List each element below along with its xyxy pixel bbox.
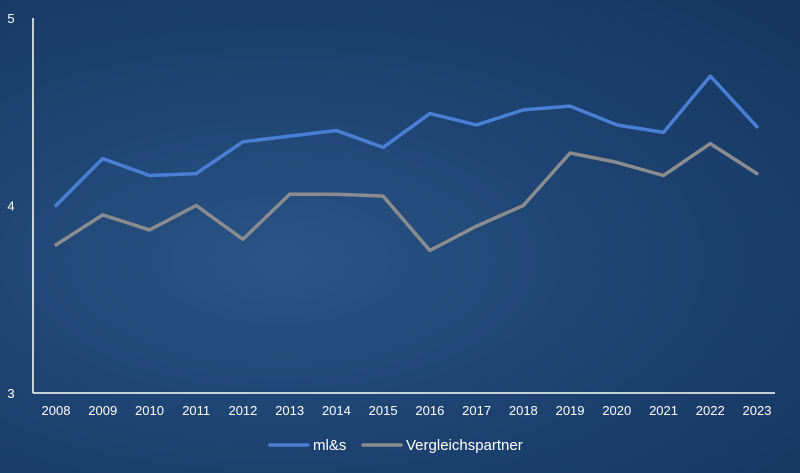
data-point — [568, 151, 572, 155]
x-tick-label: 2010 — [135, 403, 164, 418]
x-tick-label: 2009 — [88, 403, 117, 418]
data-point — [195, 172, 198, 175]
series-line — [54, 141, 759, 253]
x-tick-label: 2023 — [743, 403, 772, 418]
y-tick-label: 3 — [7, 386, 14, 401]
x-tick-label: 2018 — [509, 403, 538, 418]
data-point — [101, 213, 104, 217]
y-tick-label: 4 — [7, 199, 14, 214]
x-tick-label: 2013 — [275, 403, 304, 418]
data-point — [755, 125, 759, 128]
x-tick-label: 2021 — [649, 403, 678, 418]
y-tick-label: 5 — [7, 11, 14, 26]
x-tick-label: 2022 — [696, 403, 725, 418]
data-point — [335, 193, 338, 196]
data-point — [615, 161, 618, 164]
data-point — [335, 129, 338, 132]
data-point — [755, 172, 759, 175]
data-point — [148, 228, 151, 232]
legend-label: Vergleichspartner — [406, 437, 523, 454]
series-line — [54, 74, 759, 208]
data-point — [54, 243, 58, 247]
data-point — [241, 238, 245, 241]
y-axis: 3 4 5 — [7, 11, 34, 401]
data-point — [148, 174, 151, 177]
data-point — [709, 74, 712, 78]
x-tick-label: 2014 — [322, 403, 351, 418]
data-point — [662, 131, 665, 134]
data-point — [381, 194, 385, 198]
x-tick-label: 2020 — [602, 403, 631, 418]
data-point — [428, 112, 432, 115]
data-point — [428, 249, 432, 252]
data-point — [475, 123, 478, 127]
data-point — [568, 104, 572, 108]
data-point — [288, 134, 291, 138]
legend-item: Vergleichspartner — [361, 437, 523, 454]
data-point — [195, 204, 198, 207]
x-tick-label: 2012 — [228, 403, 257, 418]
data-point — [522, 204, 525, 207]
data-point — [101, 157, 104, 160]
x-axis: 2008 2009 2010 2011 2012 2013 2014 2015 2016 2017… — [33, 392, 775, 418]
x-tick-label: 2017 — [462, 403, 491, 418]
legend-item: ml&s — [268, 437, 346, 454]
x-tick-label: 2011 — [182, 403, 210, 418]
x-tick-label: 2016 — [415, 403, 444, 418]
x-tick-label: 2015 — [369, 403, 398, 418]
data-point — [241, 140, 245, 143]
data-point — [522, 108, 525, 112]
x-tick-label: 2008 — [42, 403, 71, 418]
data-point — [288, 193, 291, 196]
x-tick-label: 2019 — [556, 403, 585, 418]
data-point — [54, 204, 58, 207]
data-point — [662, 174, 665, 177]
series-group — [54, 74, 759, 208]
data-point — [615, 123, 618, 127]
series-layer — [54, 74, 759, 253]
series-group — [54, 141, 759, 253]
legend: ml&s Vergleichspartner — [268, 437, 523, 454]
data-point — [475, 224, 478, 228]
data-point — [381, 146, 385, 149]
legend-label: ml&s — [313, 437, 346, 454]
data-point — [709, 142, 712, 145]
